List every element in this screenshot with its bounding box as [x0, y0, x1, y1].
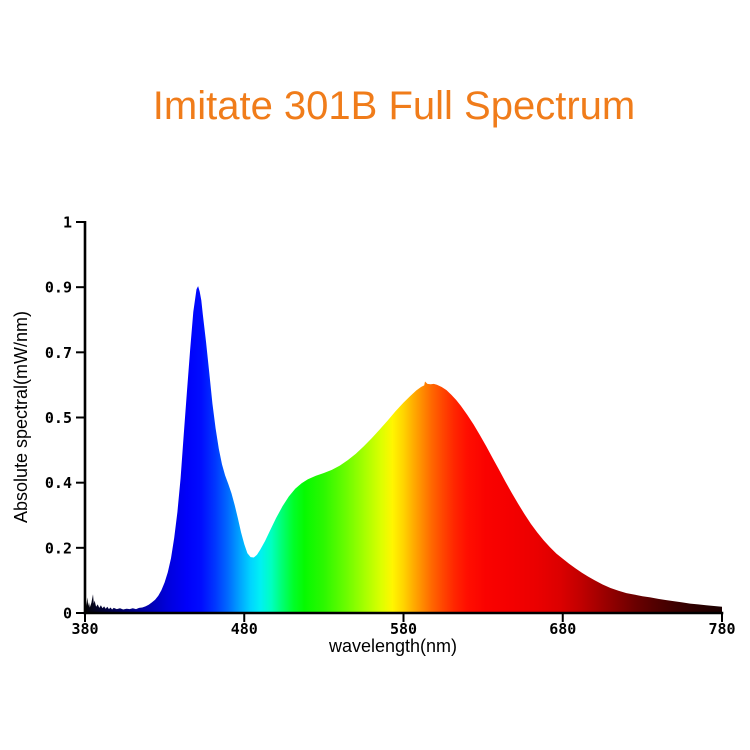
y-axis-title: Absolute spectral(mW/nm): [11, 311, 31, 523]
x-tick-label: 780: [708, 620, 735, 638]
spectrum-area-path: [85, 286, 722, 613]
y-tick-label: 1: [63, 214, 72, 232]
y-tick-label: 0.2: [45, 539, 72, 557]
x-tick-label: 480: [231, 620, 258, 638]
y-tick-label: 0.7: [45, 344, 72, 362]
x-tick-label: 580: [390, 620, 417, 638]
y-tick-label: 0.4: [45, 474, 72, 492]
x-tick-label: 680: [549, 620, 576, 638]
y-tick-label: 0.5: [45, 409, 72, 427]
plot-area: 380 480 580 680 780 0 0.2 0.4 0.5 0.7 0.9 1: [45, 214, 736, 639]
x-tick-label: 380: [71, 620, 98, 638]
y-tick-label: 0.9: [45, 279, 72, 297]
y-tick-label: 0: [63, 605, 72, 623]
x-axis-title: wavelength(nm): [328, 636, 457, 656]
chart-title: Imitate 301B Full Spectrum: [152, 84, 636, 128]
